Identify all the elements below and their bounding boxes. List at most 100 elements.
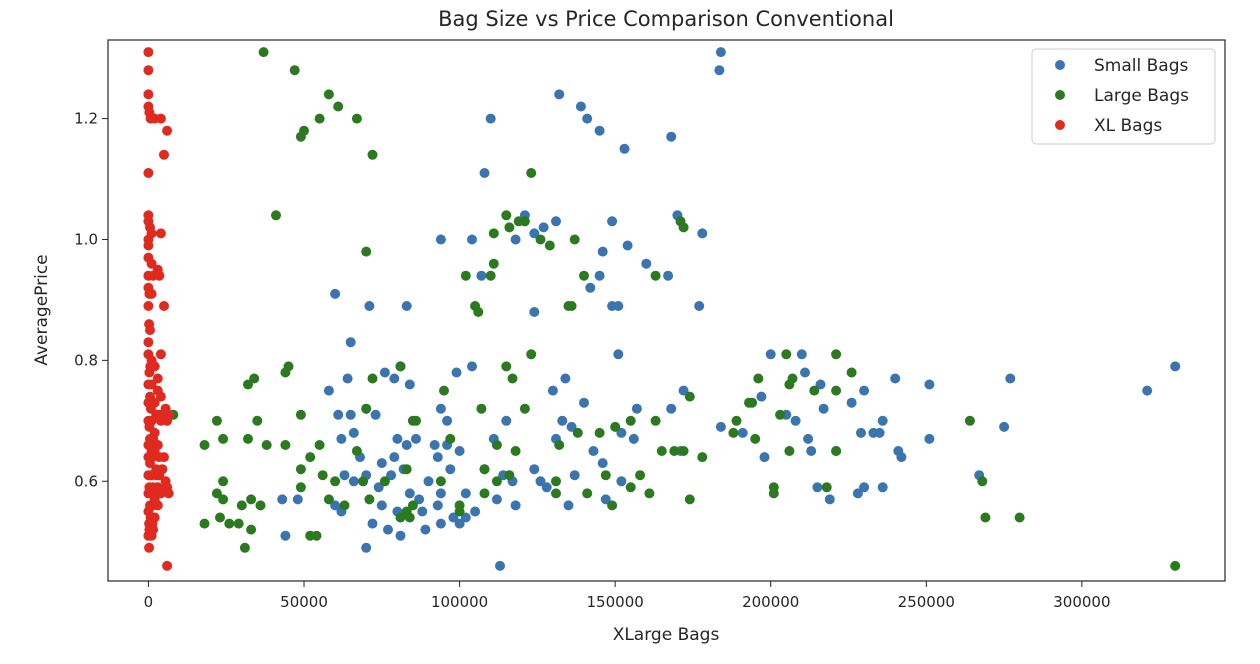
data-point xyxy=(551,488,561,499)
data-point xyxy=(330,500,341,511)
data-point xyxy=(613,301,624,311)
data-point xyxy=(280,530,291,541)
x-tick-label: 150000 xyxy=(587,593,644,611)
data-point xyxy=(317,470,328,481)
data-point xyxy=(787,373,798,384)
data-point xyxy=(485,113,496,124)
data-point xyxy=(339,470,350,481)
data-point xyxy=(155,488,166,499)
data-point xyxy=(616,476,627,487)
y-tick-label: 1.0 xyxy=(74,230,98,248)
data-point xyxy=(145,113,156,124)
data-point xyxy=(510,446,521,456)
data-point xyxy=(215,512,225,523)
data-point xyxy=(796,349,807,360)
data-point xyxy=(551,476,561,487)
x-axis-ticks: 0 50000 100000 150000 200000 250000 300000 xyxy=(144,581,1111,611)
data-point xyxy=(877,415,888,426)
data-point xyxy=(435,403,446,414)
data-point xyxy=(404,379,415,390)
data-point xyxy=(323,385,334,396)
data-point xyxy=(460,270,471,281)
data-point xyxy=(239,542,250,553)
data-point xyxy=(544,240,555,251)
data-point xyxy=(345,409,356,420)
data-point xyxy=(768,488,779,499)
data-point xyxy=(625,482,636,493)
data-point xyxy=(146,258,157,269)
data-point xyxy=(252,415,263,426)
data-point xyxy=(323,89,334,100)
data-point xyxy=(224,518,235,529)
data-point xyxy=(507,373,518,384)
data-point xyxy=(896,452,907,463)
data-point xyxy=(311,530,322,541)
data-point xyxy=(314,113,325,124)
data-point xyxy=(155,113,166,124)
data-point xyxy=(154,470,165,481)
data-point xyxy=(314,440,325,450)
data-point xyxy=(454,500,465,511)
data-point xyxy=(364,494,375,505)
data-point xyxy=(697,452,708,463)
data-point xyxy=(575,101,586,112)
data-point xyxy=(964,415,975,426)
data-point xyxy=(451,367,462,378)
data-point xyxy=(594,270,605,281)
data-point xyxy=(199,518,210,529)
data-point xyxy=(146,530,157,541)
data-point xyxy=(510,234,521,245)
data-point xyxy=(815,379,826,390)
data-point xyxy=(395,361,406,372)
data-point xyxy=(656,446,667,456)
data-point xyxy=(429,440,440,450)
data-point xyxy=(370,409,381,420)
data-point xyxy=(697,228,708,239)
data-point xyxy=(644,488,655,499)
data-point xyxy=(924,433,935,444)
data-point xyxy=(383,524,393,535)
data-point xyxy=(600,470,611,481)
data-point xyxy=(376,458,387,469)
data-point xyxy=(714,65,725,76)
data-point xyxy=(597,246,608,257)
data-point xyxy=(831,446,842,456)
data-point xyxy=(439,385,449,396)
data-point xyxy=(243,379,253,390)
data-point xyxy=(342,373,353,384)
data-point xyxy=(547,385,558,396)
data-point xyxy=(501,415,512,426)
data-point xyxy=(856,427,866,438)
data-point xyxy=(460,512,471,523)
data-point xyxy=(323,494,334,505)
x-tick-label: 50000 xyxy=(280,593,328,611)
data-point xyxy=(249,373,260,384)
data-point xyxy=(859,385,870,396)
data-point xyxy=(678,222,689,233)
data-point xyxy=(392,433,403,444)
data-point xyxy=(715,421,726,432)
data-point xyxy=(607,216,618,227)
data-point xyxy=(597,458,608,469)
data-point xyxy=(476,270,487,281)
data-point xyxy=(442,415,453,426)
data-point xyxy=(145,458,155,469)
data-point xyxy=(753,373,764,384)
data-point xyxy=(143,65,154,76)
data-point xyxy=(246,524,257,535)
data-point xyxy=(218,494,229,505)
y-axis-ticks: 0.6 0.8 1.0 1.2 xyxy=(74,110,108,490)
data-point xyxy=(155,391,166,402)
data-point xyxy=(295,131,306,142)
data-point xyxy=(435,518,446,529)
data-point xyxy=(1014,512,1025,523)
data-point xyxy=(379,367,390,378)
data-point xyxy=(152,500,163,511)
data-point xyxy=(162,560,173,571)
data-point xyxy=(367,373,378,384)
legend-marker xyxy=(1055,60,1065,70)
data-point xyxy=(874,427,885,438)
data-point xyxy=(579,397,589,408)
data-point xyxy=(358,476,369,487)
